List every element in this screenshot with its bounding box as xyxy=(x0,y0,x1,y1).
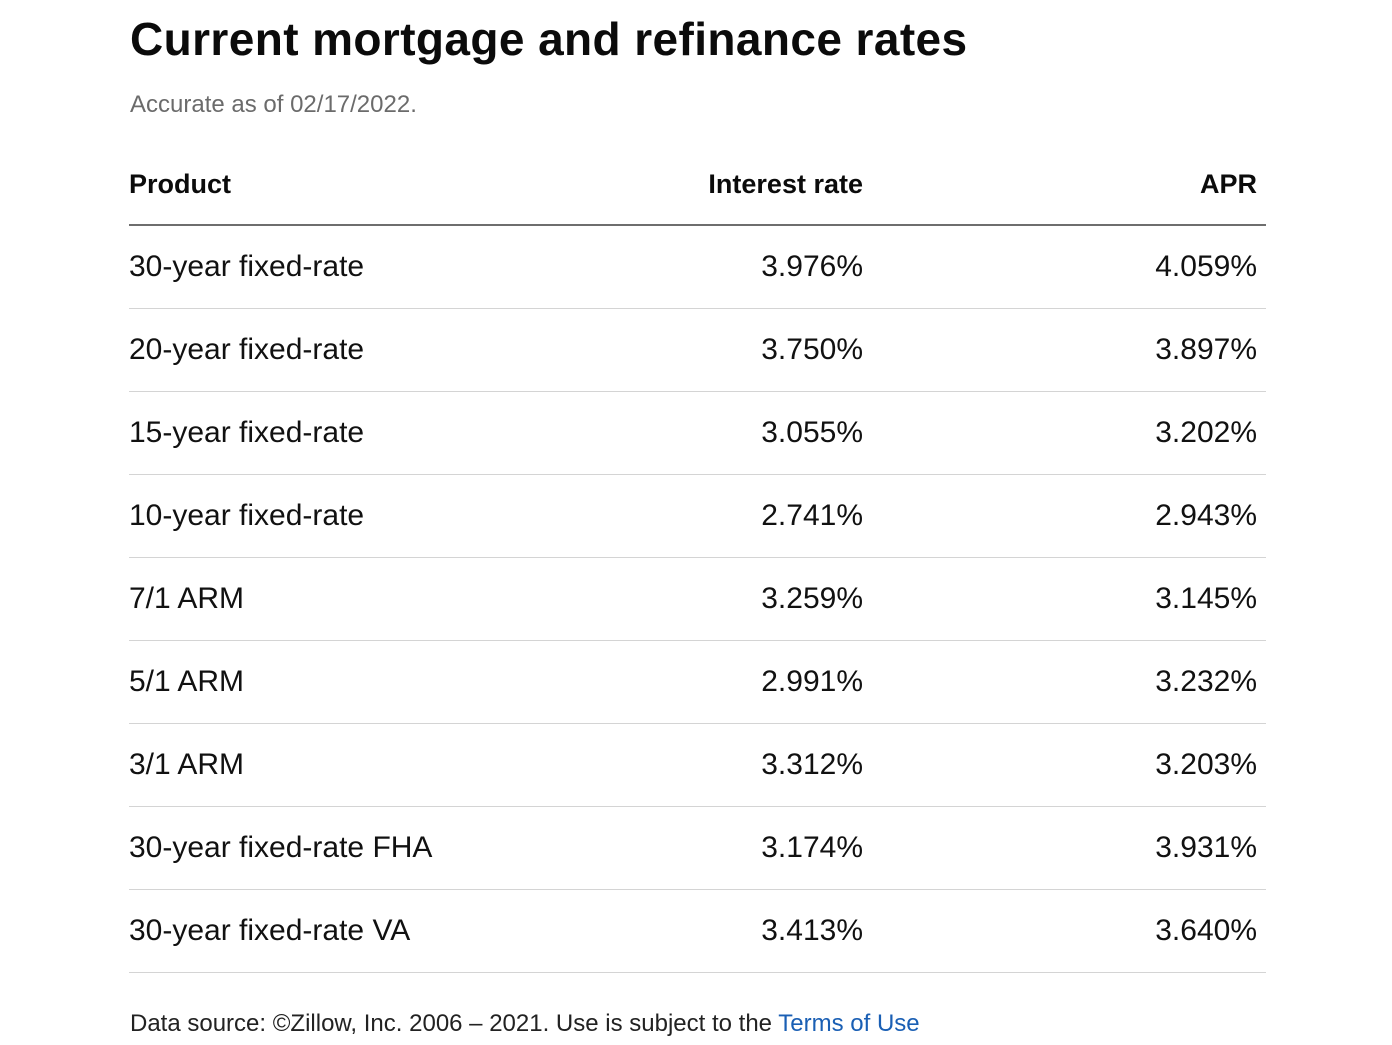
apr-cell: 3.897% xyxy=(863,308,1266,392)
accuracy-date: Accurate as of 02/17/2022. xyxy=(130,91,417,118)
interest-rate-cell: 2.741% xyxy=(549,474,863,558)
header-interest-rate: Interest rate xyxy=(549,144,863,226)
rates-table: Product Interest rate APR 30-year fixed-… xyxy=(129,144,1266,973)
interest-rate-cell: 3.976% xyxy=(549,225,863,309)
product-cell: 10-year fixed-rate xyxy=(129,474,549,558)
interest-rate-cell: 3.259% xyxy=(549,557,863,641)
table-row: 20-year fixed-rate 3.750% 3.897% xyxy=(129,308,1266,392)
table-row: 15-year fixed-rate 3.055% 3.202% xyxy=(129,391,1266,475)
interest-rate-cell: 3.750% xyxy=(549,308,863,392)
apr-cell: 3.203% xyxy=(863,723,1266,807)
interest-rate-cell: 3.174% xyxy=(549,806,863,890)
product-cell: 3/1 ARM xyxy=(129,723,549,807)
data-source-text: Data source: ©Zillow, Inc. 2006 – 2021. … xyxy=(130,1010,779,1037)
product-cell: 5/1 ARM xyxy=(129,640,549,724)
table-header-row: Product Interest rate APR xyxy=(129,144,1266,226)
interest-rate-cell: 3.312% xyxy=(549,723,863,807)
interest-rate-cell: 2.991% xyxy=(549,640,863,724)
apr-cell: 3.640% xyxy=(863,889,1266,973)
product-cell: 30-year fixed-rate xyxy=(129,225,549,309)
table-row: 30-year fixed-rate 3.976% 4.059% xyxy=(129,225,1266,309)
product-cell: 30-year fixed-rate FHA xyxy=(129,806,549,890)
interest-rate-cell: 3.413% xyxy=(549,889,863,973)
terms-of-use-link[interactable]: Terms of Use xyxy=(778,1010,920,1037)
apr-cell: 2.943% xyxy=(863,474,1266,558)
product-cell: 20-year fixed-rate xyxy=(129,308,549,392)
apr-cell: 3.145% xyxy=(863,557,1266,641)
header-product: Product xyxy=(129,144,549,226)
apr-cell: 3.232% xyxy=(863,640,1266,724)
apr-cell: 4.059% xyxy=(863,225,1266,309)
interest-rate-cell: 3.055% xyxy=(549,391,863,475)
product-cell: 30-year fixed-rate VA xyxy=(129,889,549,973)
product-cell: 7/1 ARM xyxy=(129,557,549,641)
table-row: 7/1 ARM 3.259% 3.145% xyxy=(129,557,1266,641)
page-title: Current mortgage and refinance rates xyxy=(130,13,968,65)
table-row: 10-year fixed-rate 2.741% 2.943% xyxy=(129,474,1266,558)
table-row: 5/1 ARM 2.991% 3.232% xyxy=(129,640,1266,724)
table-row: 30-year fixed-rate FHA 3.174% 3.931% xyxy=(129,806,1266,890)
apr-cell: 3.931% xyxy=(863,806,1266,890)
table-row: 3/1 ARM 3.312% 3.203% xyxy=(129,723,1266,807)
apr-cell: 3.202% xyxy=(863,391,1266,475)
data-source-note: Data source: ©Zillow, Inc. 2006 – 2021. … xyxy=(130,1010,920,1038)
product-cell: 15-year fixed-rate xyxy=(129,391,549,475)
table-row: 30-year fixed-rate VA 3.413% 3.640% xyxy=(129,889,1266,973)
header-apr: APR xyxy=(863,144,1266,226)
